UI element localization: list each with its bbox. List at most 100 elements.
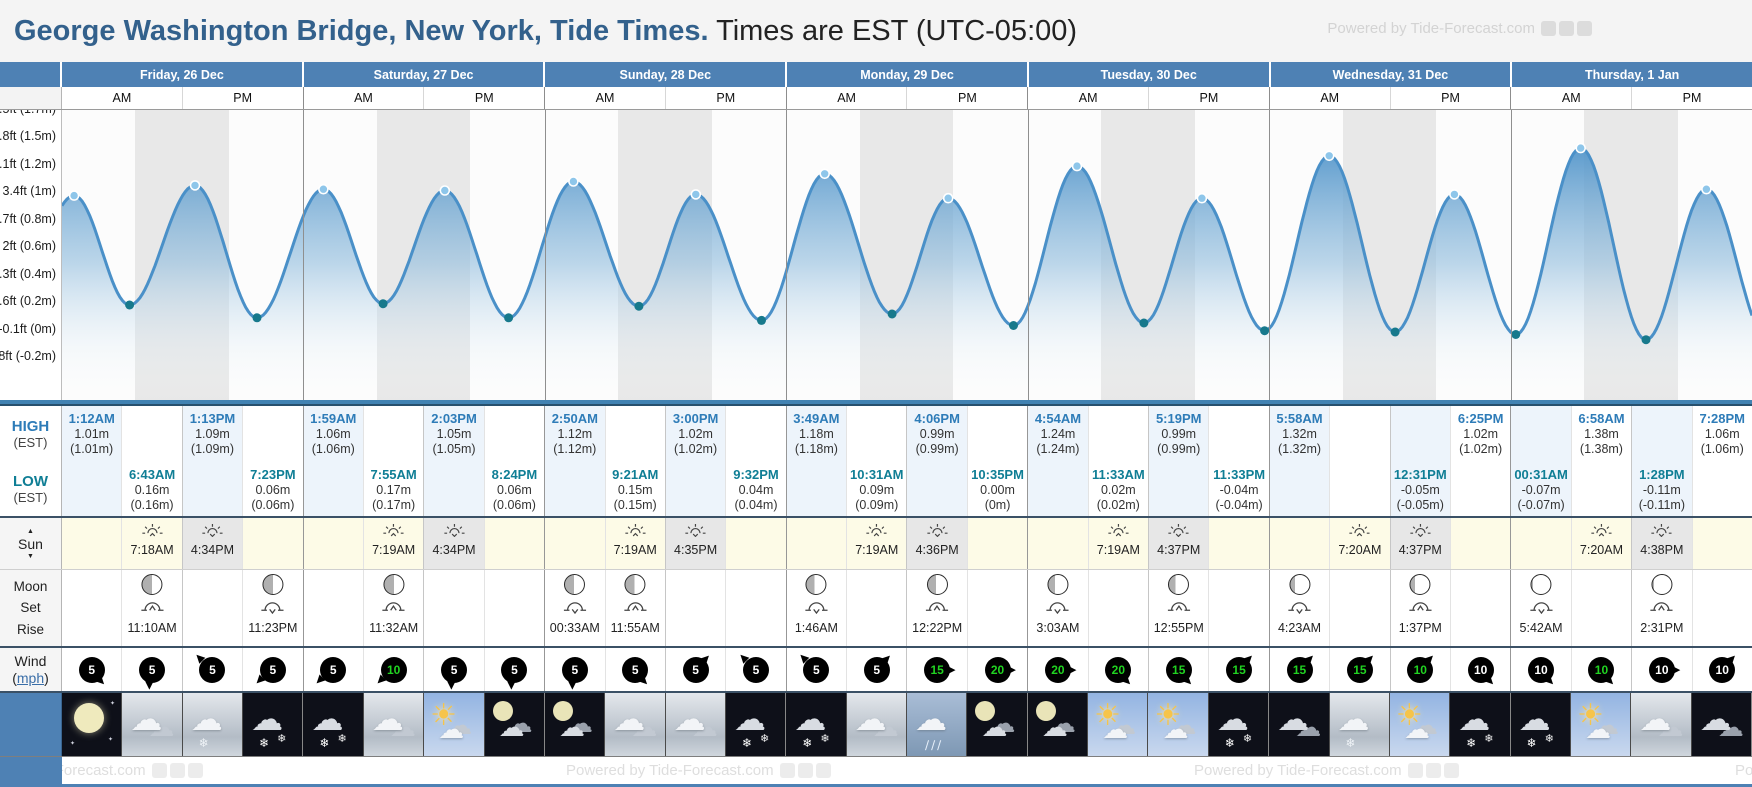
- am-header: AM: [303, 87, 425, 109]
- pm-header: PM: [665, 87, 787, 109]
- moon-icon: [1035, 701, 1056, 721]
- low-cell: [1028, 462, 1089, 516]
- sun-expand-down-icon[interactable]: ▼: [27, 552, 34, 560]
- low-tide-point: [1139, 318, 1149, 328]
- cloud-icon: ☁: [915, 700, 948, 738]
- sun-cell: [1209, 518, 1270, 569]
- low-tide-entry-height-m: 0.06m: [255, 482, 291, 497]
- wind-cell: ▶ 5: [243, 648, 304, 691]
- sunset-time: 4:38PM: [1640, 543, 1684, 557]
- cloud-icon: ☁: [506, 709, 533, 739]
- low-cell: 6:43AM 0.16m (0.16m): [122, 462, 183, 516]
- high-tide-entry: 5:19PM 0.99m (0.99m): [1156, 411, 1202, 457]
- low-tide-entry-height-m: 0.17m: [376, 482, 412, 497]
- low-tide-entry-height-m: 0.00m: [980, 482, 1015, 497]
- wind-badge: ▶ 5: [622, 656, 652, 688]
- app-badge-icon[interactable]: [1443, 763, 1459, 778]
- low-tide-point: [1260, 326, 1270, 336]
- moon-cell: 4:23AM: [1269, 570, 1331, 646]
- cloud-icon: ☁: [148, 713, 175, 743]
- low-tide-point: [1641, 335, 1651, 345]
- app-badge-icon[interactable]: [187, 763, 203, 778]
- wind-cell: ▶ 5: [182, 648, 244, 691]
- low-tide-entry-height-m: -0.07m: [1521, 482, 1561, 497]
- app-badge-icon[interactable]: [151, 763, 167, 778]
- low-tide-entry-height-m-alt: (0m): [984, 498, 1011, 513]
- low-tide-entry: 7:23PM 0.06m (0.06m): [250, 467, 296, 513]
- low-tide-point: [378, 299, 388, 309]
- am-header: AM: [786, 87, 908, 109]
- high-tide-entry-height-m: 1.06m: [1704, 426, 1740, 441]
- moon-icon: [975, 701, 996, 721]
- low-cell: 9:32PM 0.04m (0.04m): [726, 462, 787, 516]
- wind-cell: ▶ 5: [62, 648, 123, 691]
- wind-speed-value: 5: [561, 656, 588, 683]
- weather-tile-cloud-night: ☁ ☁: [1269, 693, 1330, 756]
- high-tide-entry: 1:12AM 1.01m (1.01m): [69, 411, 115, 457]
- sun-cell: [303, 518, 364, 569]
- wind-unit-label: (mph): [12, 669, 49, 686]
- wind-cell: ▶ 5: [605, 648, 666, 691]
- high-cell: [485, 406, 546, 462]
- sun-cell: [786, 518, 848, 569]
- low-tide-entry: 8:24PM 0.06m (0.06m): [492, 467, 538, 513]
- app-badge-icon[interactable]: [797, 763, 813, 778]
- high-tide-entry-time: 1:13PM: [189, 411, 236, 426]
- app-badge-icon[interactable]: [1577, 21, 1592, 36]
- app-badge-icon[interactable]: [1559, 21, 1574, 36]
- app-badge-icon[interactable]: [779, 763, 795, 778]
- wind-badge: ▶ 15: [1226, 650, 1256, 683]
- cloud-icon: ☁: [190, 700, 223, 738]
- cloud-icon: ☁: [691, 713, 718, 743]
- low-tide-entry: 11:33PM -0.04m (-0.04m): [1213, 467, 1265, 513]
- day-header-4: Monday, 29 Dec: [787, 62, 1029, 87]
- sunrise-entry: 7:19AM: [855, 522, 898, 557]
- pm-header: PM: [1632, 87, 1752, 109]
- moon-row: Moon Set Rise 11:10AM 11:23PM 11:32AM 00:33…: [0, 570, 1752, 648]
- cloud-icon: ☁: [498, 713, 525, 743]
- cloud-icon: ☁: [130, 700, 163, 738]
- app-store-badges[interactable]: [1541, 21, 1592, 36]
- low-tide-entry: 10:31AM 0.09m (0.09m): [850, 467, 903, 513]
- moon-phase-icon: [1651, 574, 1673, 595]
- sun-expand-up-icon[interactable]: ▲: [27, 527, 34, 535]
- tide-chart-plot: [62, 110, 1752, 400]
- low-tide-point: [1009, 321, 1018, 330]
- footer-watermark[interactable]: Powered by Tide-Forecast.com: [1194, 762, 1459, 779]
- moon-event-entry: 4:23AM: [1278, 574, 1321, 635]
- snowflake-icon: ❄: [319, 736, 330, 750]
- day-boundary-line: [786, 110, 788, 400]
- high-tide-point: [1449, 189, 1460, 200]
- wind-badge: ▶ 5: [735, 650, 769, 683]
- app-store-badges[interactable]: [1407, 763, 1459, 778]
- low-tide-entry-height-m: 0.06m: [497, 482, 532, 497]
- am-header: AM: [1028, 87, 1150, 109]
- sun-cell: 4:34PM: [424, 518, 485, 569]
- wind-badge: ▶ 10: [1648, 656, 1680, 683]
- app-store-badges[interactable]: [779, 763, 831, 778]
- footer-watermark[interactable]: Powered by Tide-Forecast.com: [566, 762, 831, 779]
- high-tide-entry-height-m: 1.12m: [557, 426, 593, 441]
- weather-tile-snow-night: ☁ ❄ ❄: [1208, 693, 1270, 756]
- footer-watermark[interactable]: Pow: [1735, 762, 1752, 779]
- y-axis-tick-label: 2.7ft (0.8m): [0, 211, 56, 226]
- app-badge-icon[interactable]: [1407, 763, 1423, 778]
- high-tide-entry-height-m: 1.24m: [1040, 426, 1076, 441]
- wind-speed-value: 15: [924, 656, 951, 683]
- wind-unit-link[interactable]: mph: [16, 669, 45, 686]
- wind-speed-value: 15: [1226, 656, 1253, 683]
- cloud-icon: ☁: [1657, 713, 1684, 743]
- wind-badge: ▶ 20: [1105, 656, 1135, 688]
- app-badge-icon[interactable]: [1541, 21, 1556, 36]
- wind-badge: ▶ 5: [441, 656, 468, 689]
- cloud-icon: ☁: [733, 700, 766, 738]
- weather-tile-cloud-day: ☁ ☁: [665, 693, 726, 756]
- wind-speed-value: 5: [199, 656, 226, 683]
- top-watermark[interactable]: Powered by Tide-Forecast.com: [1327, 20, 1592, 37]
- app-badge-icon[interactable]: [815, 763, 831, 778]
- app-badge-icon[interactable]: [169, 763, 185, 778]
- moon-cell: [847, 570, 908, 646]
- weather-tile-cloud-day: ☁ ☁: [605, 693, 666, 756]
- app-badge-icon[interactable]: [1425, 763, 1441, 778]
- app-store-badges[interactable]: [151, 763, 203, 778]
